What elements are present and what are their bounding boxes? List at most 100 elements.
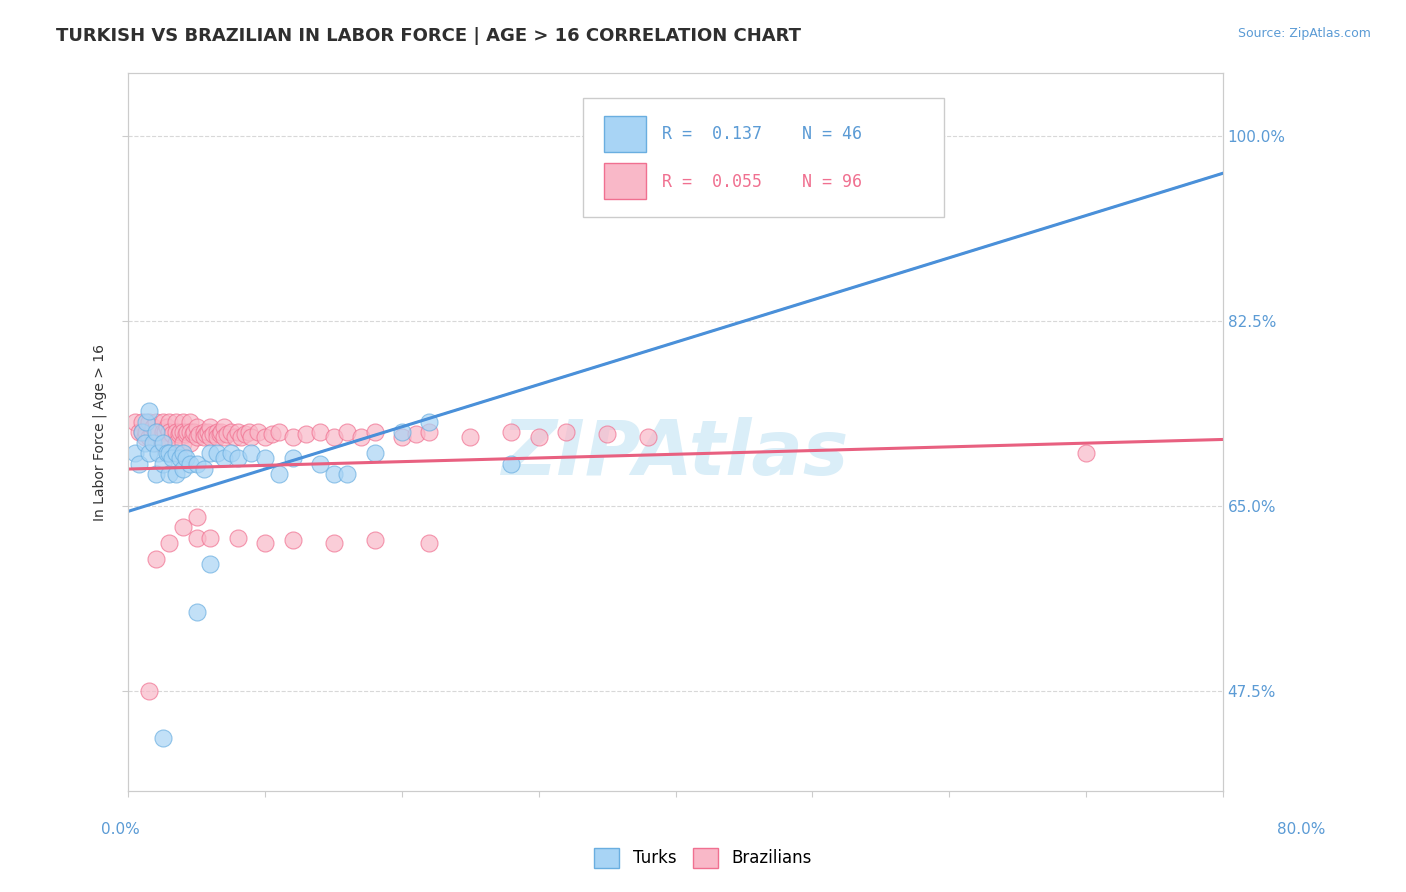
Point	[174, 427, 197, 442]
Point	[226, 531, 249, 545]
Point	[240, 430, 263, 444]
Point	[212, 451, 235, 466]
Point	[172, 520, 194, 534]
Point	[295, 427, 318, 442]
Point	[179, 425, 201, 439]
Point	[124, 446, 146, 460]
Point	[165, 446, 187, 460]
Point	[145, 425, 167, 439]
Point	[336, 425, 359, 439]
Point	[155, 425, 177, 439]
Point	[165, 467, 187, 482]
Point	[219, 446, 242, 460]
Point	[152, 457, 174, 471]
Point	[152, 435, 174, 450]
Point	[131, 425, 153, 439]
Point	[260, 427, 283, 442]
FancyBboxPatch shape	[605, 162, 645, 199]
Point	[145, 467, 167, 482]
Point	[207, 446, 229, 460]
Point	[145, 415, 167, 429]
Point	[174, 451, 197, 466]
Point	[418, 415, 440, 429]
Point	[145, 425, 167, 439]
Point	[138, 446, 160, 460]
Text: TURKISH VS BRAZILIAN IN LABOR FORCE | AGE > 16 CORRELATION CHART: TURKISH VS BRAZILIAN IN LABOR FORCE | AG…	[56, 27, 801, 45]
Point	[254, 536, 277, 550]
Point	[186, 509, 208, 524]
Point	[179, 415, 201, 429]
Point	[169, 425, 191, 439]
Point	[226, 451, 249, 466]
Point	[152, 435, 174, 450]
Point	[152, 731, 174, 746]
Point	[267, 467, 290, 482]
Text: Source: ZipAtlas.com: Source: ZipAtlas.com	[1237, 27, 1371, 40]
Point	[207, 425, 229, 439]
Point	[623, 161, 645, 175]
Point	[309, 457, 332, 471]
Point	[267, 425, 290, 439]
Point	[142, 419, 165, 434]
Point	[193, 430, 215, 444]
Point	[254, 430, 277, 444]
Point	[596, 427, 619, 442]
Point	[322, 467, 344, 482]
Point	[157, 425, 180, 439]
Point	[181, 427, 204, 442]
Point	[141, 425, 163, 439]
Point	[212, 430, 235, 444]
Point	[138, 404, 160, 418]
Point	[186, 531, 208, 545]
Point	[172, 435, 194, 450]
Point	[200, 430, 222, 444]
Point	[165, 435, 187, 450]
Point	[157, 446, 180, 460]
Point	[124, 415, 146, 429]
Point	[202, 427, 225, 442]
Point	[145, 551, 167, 566]
Point	[200, 419, 222, 434]
Point	[208, 427, 231, 442]
Point	[134, 435, 156, 450]
Point	[138, 683, 160, 698]
Point	[157, 415, 180, 429]
Point	[215, 427, 238, 442]
Point	[157, 536, 180, 550]
Point	[363, 446, 385, 460]
Point	[172, 425, 194, 439]
Point	[405, 427, 427, 442]
Point	[555, 425, 578, 439]
Legend: Turks, Brazilians: Turks, Brazilians	[588, 841, 818, 875]
Point	[226, 425, 249, 439]
Point	[148, 446, 170, 460]
Point	[238, 425, 260, 439]
Point	[460, 430, 482, 444]
Point	[156, 446, 179, 460]
Point	[160, 427, 183, 442]
Text: R =  0.137    N = 46: R = 0.137 N = 46	[662, 125, 862, 143]
Point	[142, 435, 165, 450]
Point	[247, 425, 270, 439]
Point	[176, 425, 198, 439]
Point	[172, 415, 194, 429]
Point	[1074, 446, 1097, 460]
Point	[179, 457, 201, 471]
Point	[156, 419, 179, 434]
Text: ZIPAtlas: ZIPAtlas	[502, 417, 849, 491]
Y-axis label: In Labor Force | Age > 16: In Labor Force | Age > 16	[93, 343, 107, 521]
Point	[195, 427, 218, 442]
Point	[169, 451, 191, 466]
Point	[309, 425, 332, 439]
Point	[240, 446, 263, 460]
Point	[183, 425, 205, 439]
Text: 0.0%: 0.0%	[101, 822, 141, 837]
Point	[363, 533, 385, 547]
Point	[128, 425, 150, 439]
FancyBboxPatch shape	[605, 116, 645, 152]
Point	[350, 430, 373, 444]
Point	[135, 415, 157, 429]
Point	[131, 425, 153, 439]
Point	[165, 415, 187, 429]
Point	[200, 531, 222, 545]
